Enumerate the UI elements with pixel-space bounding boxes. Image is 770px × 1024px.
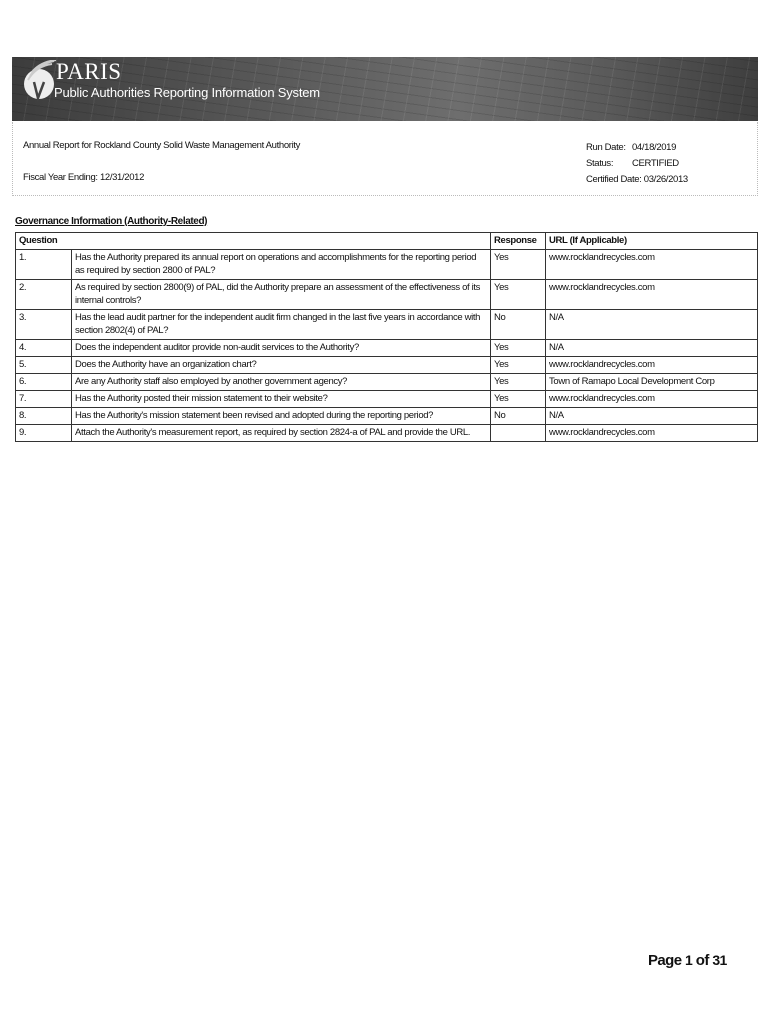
url: N/A xyxy=(545,309,758,340)
response: Yes xyxy=(490,373,546,391)
table-row: 8. Has the Authority's mission statement … xyxy=(15,407,758,425)
status: CERTIFIED xyxy=(632,158,679,169)
of-word: of xyxy=(695,952,710,969)
response: Yes xyxy=(490,390,546,408)
question-text: As required by section 2800(9) of PAL, d… xyxy=(71,279,491,310)
question-number: 5. xyxy=(15,356,72,374)
page-total: 31 xyxy=(712,952,727,968)
question-number: 2. xyxy=(15,279,72,310)
table-row: 1. Has the Authority prepared its annual … xyxy=(15,249,758,280)
question-text: Are any Authority staff also employed by… xyxy=(71,373,491,391)
response: No xyxy=(490,309,546,340)
url: Town of Ramapo Local Development Corp xyxy=(545,373,758,391)
question-number: 8. xyxy=(15,407,72,425)
column-url: URL (If Applicable) xyxy=(545,232,758,250)
run-date-label: Run Date: xyxy=(586,142,626,153)
fiscal-year: Fiscal Year Ending: 12/31/2012 xyxy=(23,172,145,183)
table-row: 3. Has the lead audit partner for the ind… xyxy=(15,309,758,340)
certified-date-label: Certified Date: xyxy=(586,174,642,185)
url: www.rocklandrecycles.com xyxy=(545,279,758,310)
question-number: 3. xyxy=(15,309,72,340)
question-number: 1. xyxy=(15,249,72,280)
url: www.rocklandrecycles.com xyxy=(545,424,758,442)
column-response: Response xyxy=(490,232,546,250)
question-text: Attach the Authority's measurement repor… xyxy=(71,424,491,442)
question-number: 4. xyxy=(15,339,72,357)
table-row: 2. As required by section 2800(9) of PAL,… xyxy=(15,279,758,310)
table-row: 6. Are any Authority staff also employed … xyxy=(15,373,758,391)
response: Yes xyxy=(490,279,546,310)
report-info: Annual Report for Rockland County Solid … xyxy=(12,122,758,196)
question-text: Does the independent auditor provide non… xyxy=(71,339,491,357)
page-word: Page xyxy=(648,952,682,969)
question-text: Does the Authority have an organization … xyxy=(71,356,491,374)
certified-date: 03/26/2013 xyxy=(643,174,688,185)
url: www.rocklandrecycles.com xyxy=(545,390,758,408)
page-indicator: Page 1 of 31 xyxy=(648,952,727,969)
report-title: Annual Report for Rockland County Solid … xyxy=(23,140,301,151)
url: www.rocklandrecycles.com xyxy=(545,249,758,280)
page-number: 1 xyxy=(685,952,693,968)
brand-name: PARIS xyxy=(56,59,122,84)
url: N/A xyxy=(545,339,758,357)
column-question: Question xyxy=(15,232,491,250)
question-text: Has the Authority prepared its annual re… xyxy=(71,249,491,280)
brand-subtitle: Public Authorities Reporting Information… xyxy=(54,85,320,100)
table-row: 4. Does the independent auditor provide n… xyxy=(15,339,758,357)
section-title: Governance Information (Authority-Relate… xyxy=(15,216,208,227)
paris-logo-icon xyxy=(24,60,57,103)
response xyxy=(490,424,546,442)
response: Yes xyxy=(490,356,546,374)
response: Yes xyxy=(490,339,546,357)
run-date: 04/18/2019 xyxy=(632,142,677,153)
question-number: 9. xyxy=(15,424,72,442)
table-row: 7. Has the Authority posted their mission… xyxy=(15,390,758,408)
question-number: 6. xyxy=(15,373,72,391)
url: N/A xyxy=(545,407,758,425)
url: www.rocklandrecycles.com xyxy=(545,356,758,374)
question-text: Has the lead audit partner for the indep… xyxy=(71,309,491,340)
status-label: Status: xyxy=(586,158,614,169)
governance-table: Question Response URL (If Applicable) 1.… xyxy=(15,232,758,442)
table-row: 5. Does the Authority have an organizatio… xyxy=(15,356,758,374)
question-text: Has the Authority posted their mission s… xyxy=(71,390,491,408)
question-number: 7. xyxy=(15,390,72,408)
response: Yes xyxy=(490,249,546,280)
report-meta: Run Date: 04/18/2019 Status: CERTIFIED Cer… xyxy=(586,140,688,188)
question-text: Has the Authority's mission statement be… xyxy=(71,407,491,425)
table-row: 9. Attach the Authority's measurement rep… xyxy=(15,424,758,442)
paris-banner: PARIS Public Authorities Reporting Infor… xyxy=(12,57,758,121)
response: No xyxy=(490,407,546,425)
banner-background xyxy=(12,57,758,121)
table-header: Question Response URL (If Applicable) xyxy=(15,232,758,250)
